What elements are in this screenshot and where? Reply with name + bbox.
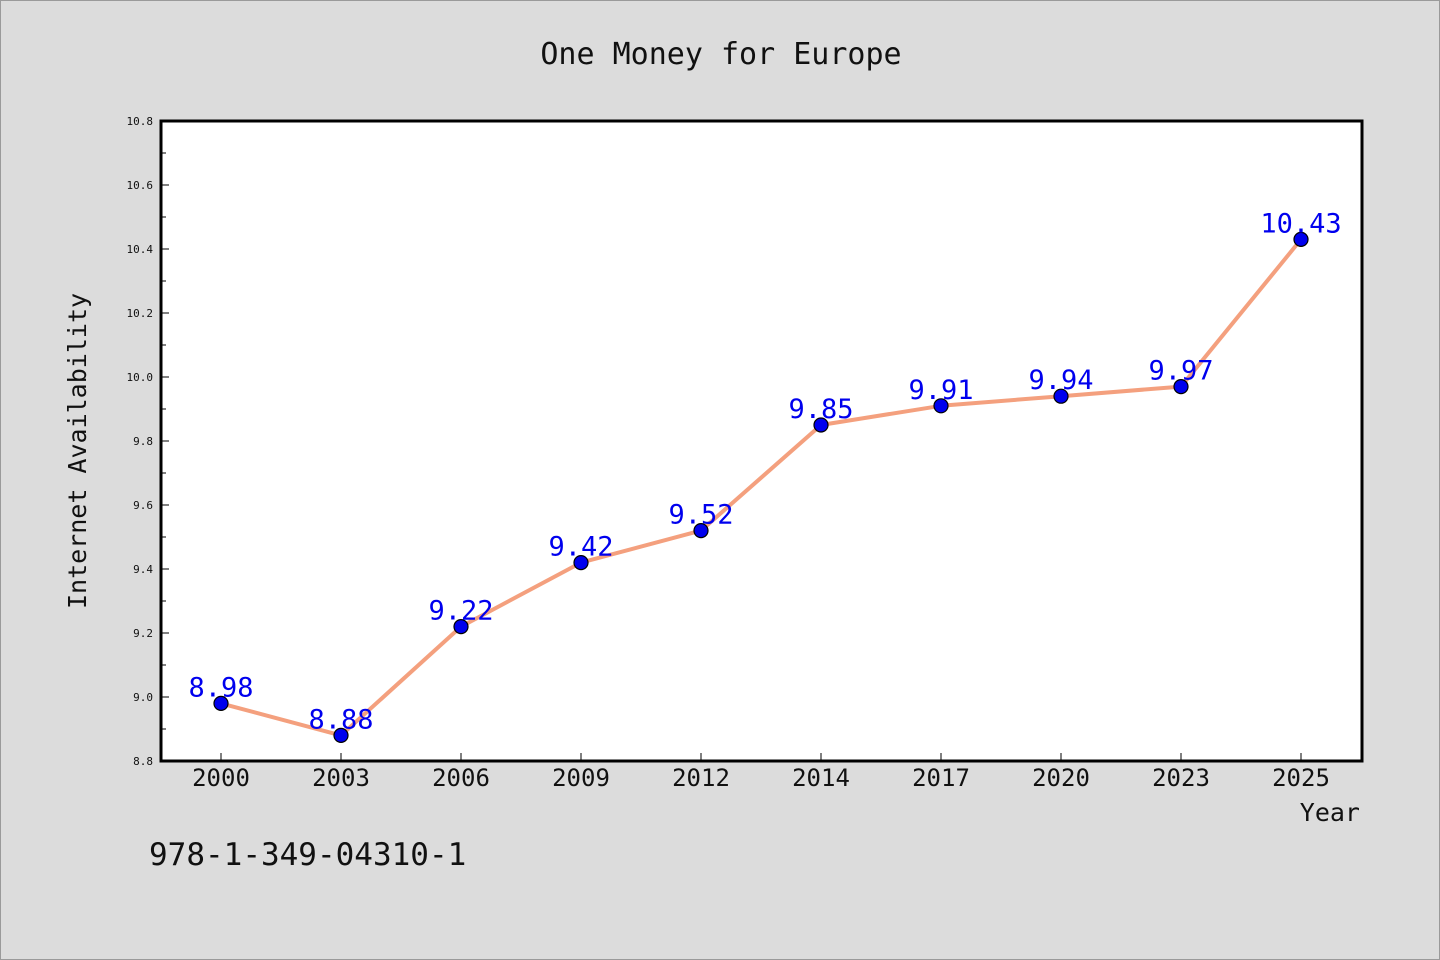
data-point bbox=[693, 522, 709, 539]
x-tick-label: 2017 bbox=[912, 764, 970, 792]
y-tick-label: 9.4 bbox=[133, 563, 153, 576]
y-tick-label: 9.6 bbox=[133, 499, 153, 512]
y-tick-label: 10.4 bbox=[127, 243, 154, 256]
data-point bbox=[1053, 388, 1069, 404]
data-point bbox=[333, 727, 349, 744]
x-tick-label: 2020 bbox=[1032, 764, 1090, 792]
footer-isbn: 978-1-349-04310-1 bbox=[149, 837, 466, 873]
y-axis-title: Internet Availability bbox=[63, 293, 92, 609]
x-tick-label: 2023 bbox=[1152, 764, 1210, 792]
data-label: 9.94 bbox=[1028, 365, 1093, 396]
data-label: 9.52 bbox=[668, 500, 733, 531]
data-label: 8.88 bbox=[308, 704, 373, 735]
chart-title: One Money for Europe bbox=[540, 37, 901, 72]
y-tick-label: 8.8 bbox=[133, 755, 153, 768]
series-group: 8.98 8.88 9.22 9.42 9.52 9.85 9.91 9.94 9.97 10.4… bbox=[188, 208, 1342, 744]
x-tick-label: 2006 bbox=[432, 764, 490, 792]
x-tick-label: 2003 bbox=[312, 764, 370, 792]
x-axis: 2000 2003 2006 2009 2012 2014 2017 2020 2023 2025 bbox=[192, 753, 1330, 792]
x-tick-label: 2009 bbox=[552, 764, 610, 792]
y-tick-label: 10.0 bbox=[127, 371, 154, 384]
series-line bbox=[219, 237, 1303, 738]
data-label: 9.42 bbox=[548, 532, 613, 563]
y-tick-label: 9.0 bbox=[133, 691, 153, 704]
data-point bbox=[453, 618, 469, 635]
x-tick-label: 2025 bbox=[1272, 764, 1330, 792]
data-label: 9.22 bbox=[428, 596, 493, 627]
y-tick-label: 10.2 bbox=[127, 307, 154, 320]
y-tick-label: 9.8 bbox=[133, 435, 153, 448]
data-label: 9.85 bbox=[788, 394, 853, 425]
x-axis-title: Year bbox=[1300, 798, 1360, 827]
x-tick-label: 2000 bbox=[192, 764, 250, 792]
data-point bbox=[573, 554, 589, 571]
data-point bbox=[813, 417, 829, 433]
data-label: 10.43 bbox=[1260, 208, 1341, 239]
data-point bbox=[1293, 231, 1309, 247]
x-tick-label: 2014 bbox=[792, 764, 850, 792]
y-tick-label: 10.8 bbox=[127, 115, 154, 128]
data-point bbox=[933, 398, 949, 414]
data-label: 9.91 bbox=[908, 375, 973, 406]
data-point bbox=[1173, 379, 1189, 395]
y-tick-label: 10.6 bbox=[127, 179, 154, 192]
data-label: 9.97 bbox=[1148, 356, 1213, 387]
plot-area bbox=[159, 119, 1364, 763]
x-tick-label: 2012 bbox=[672, 764, 730, 792]
y-tick-label: 9.2 bbox=[133, 627, 153, 640]
data-point bbox=[213, 695, 229, 712]
y-axis: 8.8 9.0 9.2 9.4 9.6 9.8 10.0 10.2 10.4 10.6 10.8 bbox=[127, 115, 169, 768]
data-label: 8.98 bbox=[188, 672, 253, 703]
